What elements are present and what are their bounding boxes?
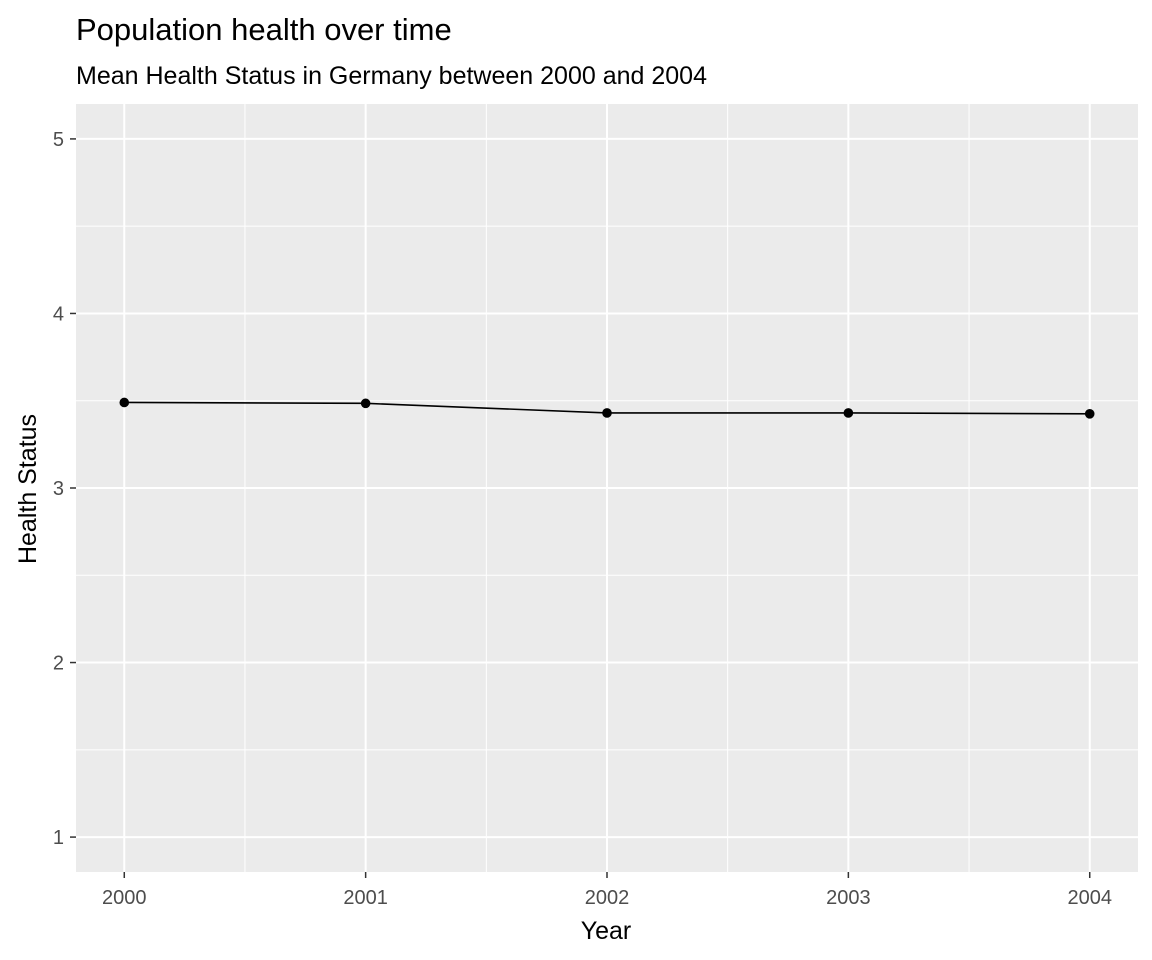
points-layer [119, 397, 1095, 419]
x-tick-label: 2002 [585, 887, 630, 909]
data-point [119, 397, 130, 408]
data-point [1084, 409, 1095, 419]
y-tick-label: 3 [53, 478, 64, 500]
y-tick-label: 1 [53, 827, 64, 849]
y-axis-tick-labels: 1 2 3 4 5 [53, 129, 64, 849]
chart-title: Population health over time [76, 12, 452, 47]
x-tick-label: 2004 [1067, 887, 1112, 909]
x-axis-tick-labels: 2000 2001 2002 2003 2004 [102, 887, 1112, 909]
x-tick-label: 2003 [826, 887, 871, 909]
y-axis-title: Health Status [14, 414, 42, 564]
chart-subtitle: Mean Health Status in Germany between 20… [76, 62, 707, 90]
data-point [843, 408, 854, 418]
x-tick-label: 2001 [343, 887, 388, 909]
x-tick-label: 2000 [102, 887, 147, 909]
data-point [602, 408, 612, 418]
y-tick-label: 2 [53, 653, 64, 675]
data-point [360, 398, 371, 409]
major-grid [76, 104, 1138, 872]
axis-ticks [70, 138, 1091, 878]
y-tick-label: 5 [53, 129, 64, 151]
x-axis-title: Year [581, 917, 632, 945]
y-tick-label: 4 [53, 303, 64, 325]
